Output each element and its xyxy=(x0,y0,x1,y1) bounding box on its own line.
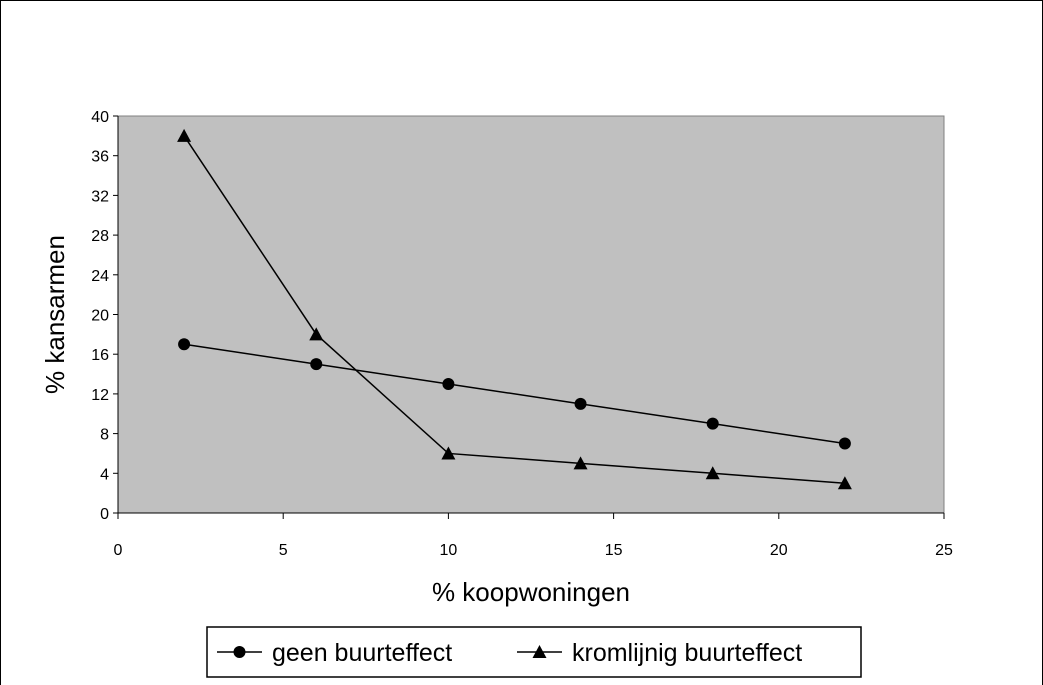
y-tick-label: 4 xyxy=(100,466,109,483)
legend-marker xyxy=(233,646,246,658)
plot-area xyxy=(117,115,945,514)
y-tick-label: 40 xyxy=(91,109,109,126)
y-axis-title: % kansarmen xyxy=(40,235,70,394)
y-tick-label: 12 xyxy=(91,387,109,404)
data-point xyxy=(837,476,852,490)
legend: geen buurteffect kromlijnig buurteffect xyxy=(206,626,862,678)
data-point xyxy=(573,456,588,470)
legend-marker xyxy=(532,645,547,658)
y-tick-label: 32 xyxy=(91,188,109,205)
legend-label: geen buurteffect xyxy=(272,639,452,667)
data-point xyxy=(574,397,587,410)
y-tick-label: 0 xyxy=(100,506,109,523)
series-triangle xyxy=(177,128,852,490)
x-tick-label: 15 xyxy=(605,542,623,559)
series-line xyxy=(183,135,845,484)
legend-entry: kromlijnig buurteffect xyxy=(517,639,802,667)
y-tick-label: 36 xyxy=(91,149,109,166)
y-tick-label: 28 xyxy=(91,228,109,245)
data-point xyxy=(705,466,720,480)
data-point xyxy=(442,377,455,390)
x-tick-label: 5 xyxy=(279,542,288,559)
data-point xyxy=(178,338,191,351)
y-tick-label: 8 xyxy=(100,427,109,444)
x-tick-label: 0 xyxy=(114,542,123,559)
y-tick-label: 20 xyxy=(91,308,109,325)
data-point xyxy=(309,327,324,341)
data-point xyxy=(706,417,719,430)
x-tick-label: 20 xyxy=(770,542,788,559)
y-tick-label: 24 xyxy=(91,268,109,285)
legend-label: kromlijnig buurteffect xyxy=(572,639,802,667)
data-point xyxy=(177,128,192,142)
series-layer xyxy=(177,128,852,490)
axes: 0 4 8 12 16 20 24 28 32 36 40 0 5 10 15 20 25 xyxy=(91,109,953,559)
data-point xyxy=(838,437,851,450)
series-line xyxy=(183,343,845,445)
y-tick-label: 16 xyxy=(91,347,109,364)
data-point xyxy=(310,358,323,371)
x-tick-label: 25 xyxy=(935,542,953,559)
x-axis-title: % koopwoningen xyxy=(432,577,630,607)
data-point xyxy=(441,446,456,460)
series-circle xyxy=(178,338,851,450)
legend-entry: geen buurteffect xyxy=(217,639,452,667)
x-tick-label: 10 xyxy=(440,542,458,559)
